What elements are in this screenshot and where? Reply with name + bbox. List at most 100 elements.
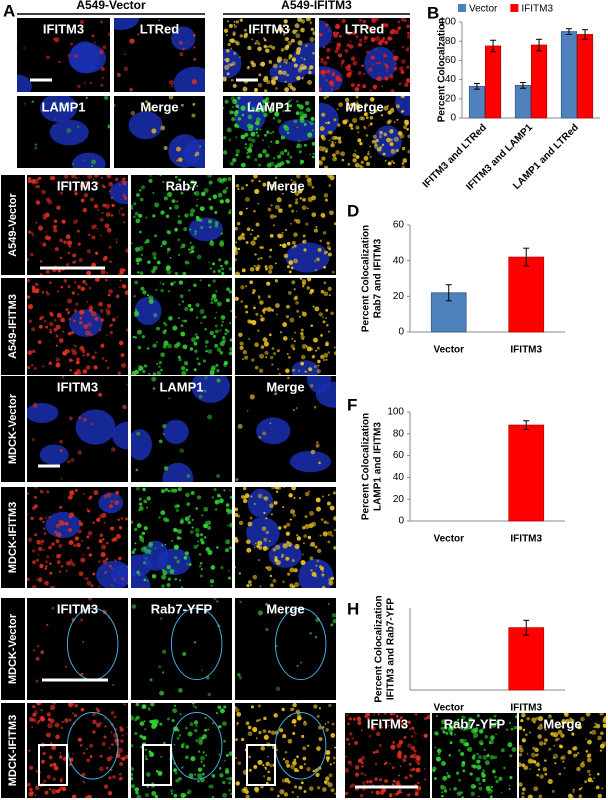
puncta (482, 778, 486, 783)
puncta (329, 210, 334, 216)
puncta (279, 728, 284, 733)
puncta (46, 623, 49, 627)
puncta (77, 242, 81, 246)
puncta (47, 199, 53, 205)
puncta (291, 585, 296, 588)
puncta (218, 725, 222, 729)
puncta (365, 103, 368, 106)
puncta (140, 546, 146, 552)
puncta (368, 67, 373, 73)
puncta (117, 747, 123, 753)
puncta (177, 317, 180, 320)
puncta (468, 717, 473, 723)
puncta (214, 224, 219, 228)
puncta (257, 759, 263, 765)
puncta (302, 197, 306, 202)
puncta (51, 788, 57, 794)
puncta (374, 36, 380, 42)
puncta (206, 175, 213, 178)
puncta (188, 773, 194, 779)
puncta (286, 763, 291, 768)
puncta (90, 278, 92, 279)
puncta (65, 234, 71, 240)
puncta (27, 278, 31, 283)
puncta (292, 760, 297, 766)
puncta (513, 725, 517, 730)
puncta (211, 795, 215, 798)
puncta (106, 227, 112, 233)
puncta (293, 63, 298, 68)
puncta (37, 340, 42, 345)
puncta (330, 41, 333, 43)
puncta (296, 665, 299, 668)
puncta (227, 210, 232, 215)
puncta (261, 526, 267, 531)
puncta (387, 36, 392, 41)
puncta (225, 503, 230, 507)
puncta (104, 725, 107, 728)
puncta (200, 568, 204, 571)
puncta (223, 107, 225, 109)
puncta (144, 548, 150, 554)
puncta (560, 756, 564, 760)
puncta (304, 44, 308, 48)
puncta (363, 125, 366, 128)
y-axis-label: Percent Colocalzation (437, 18, 448, 122)
puncta (48, 545, 52, 550)
puncta (354, 162, 360, 168)
puncta (322, 320, 326, 324)
nucleus (17, 74, 32, 92)
puncta (118, 212, 121, 214)
puncta (44, 790, 49, 795)
puncta (102, 538, 105, 541)
puncta (258, 435, 262, 439)
puncta (352, 31, 356, 36)
puncta (99, 766, 104, 772)
puncta (199, 309, 205, 315)
puncta (265, 530, 270, 535)
puncta (415, 767, 421, 773)
puncta (93, 41, 96, 44)
puncta (495, 720, 500, 726)
puncta (166, 247, 171, 252)
puncta (121, 576, 125, 581)
puncta (262, 764, 265, 767)
puncta (83, 159, 86, 162)
puncta (54, 722, 60, 728)
nucleus (188, 217, 224, 242)
puncta (473, 727, 479, 733)
puncta (189, 347, 194, 351)
puncta (87, 509, 91, 513)
puncta (256, 719, 259, 723)
puncta (209, 241, 215, 247)
puncta (153, 719, 159, 725)
puncta (43, 527, 46, 530)
puncta (312, 31, 315, 36)
puncta (90, 197, 95, 202)
puncta (381, 85, 383, 88)
puncta (138, 573, 141, 576)
puncta (235, 104, 240, 109)
puncta (344, 66, 347, 68)
puncta (244, 789, 249, 795)
puncta (282, 580, 285, 584)
puncta (316, 714, 320, 718)
nucleus (68, 43, 107, 74)
puncta (315, 506, 321, 512)
puncta (392, 55, 398, 61)
puncta (284, 750, 288, 754)
puncta (67, 54, 71, 58)
puncta (65, 308, 69, 311)
puncta (194, 153, 198, 157)
puncta (184, 516, 190, 522)
puncta (523, 765, 529, 771)
puncta (219, 329, 222, 332)
puncta (236, 222, 241, 226)
puncta (216, 378, 221, 383)
puncta (95, 181, 99, 185)
puncta (365, 780, 370, 784)
puncta (144, 748, 147, 751)
puncta (306, 177, 312, 183)
puncta (187, 248, 191, 251)
puncta (270, 140, 273, 143)
